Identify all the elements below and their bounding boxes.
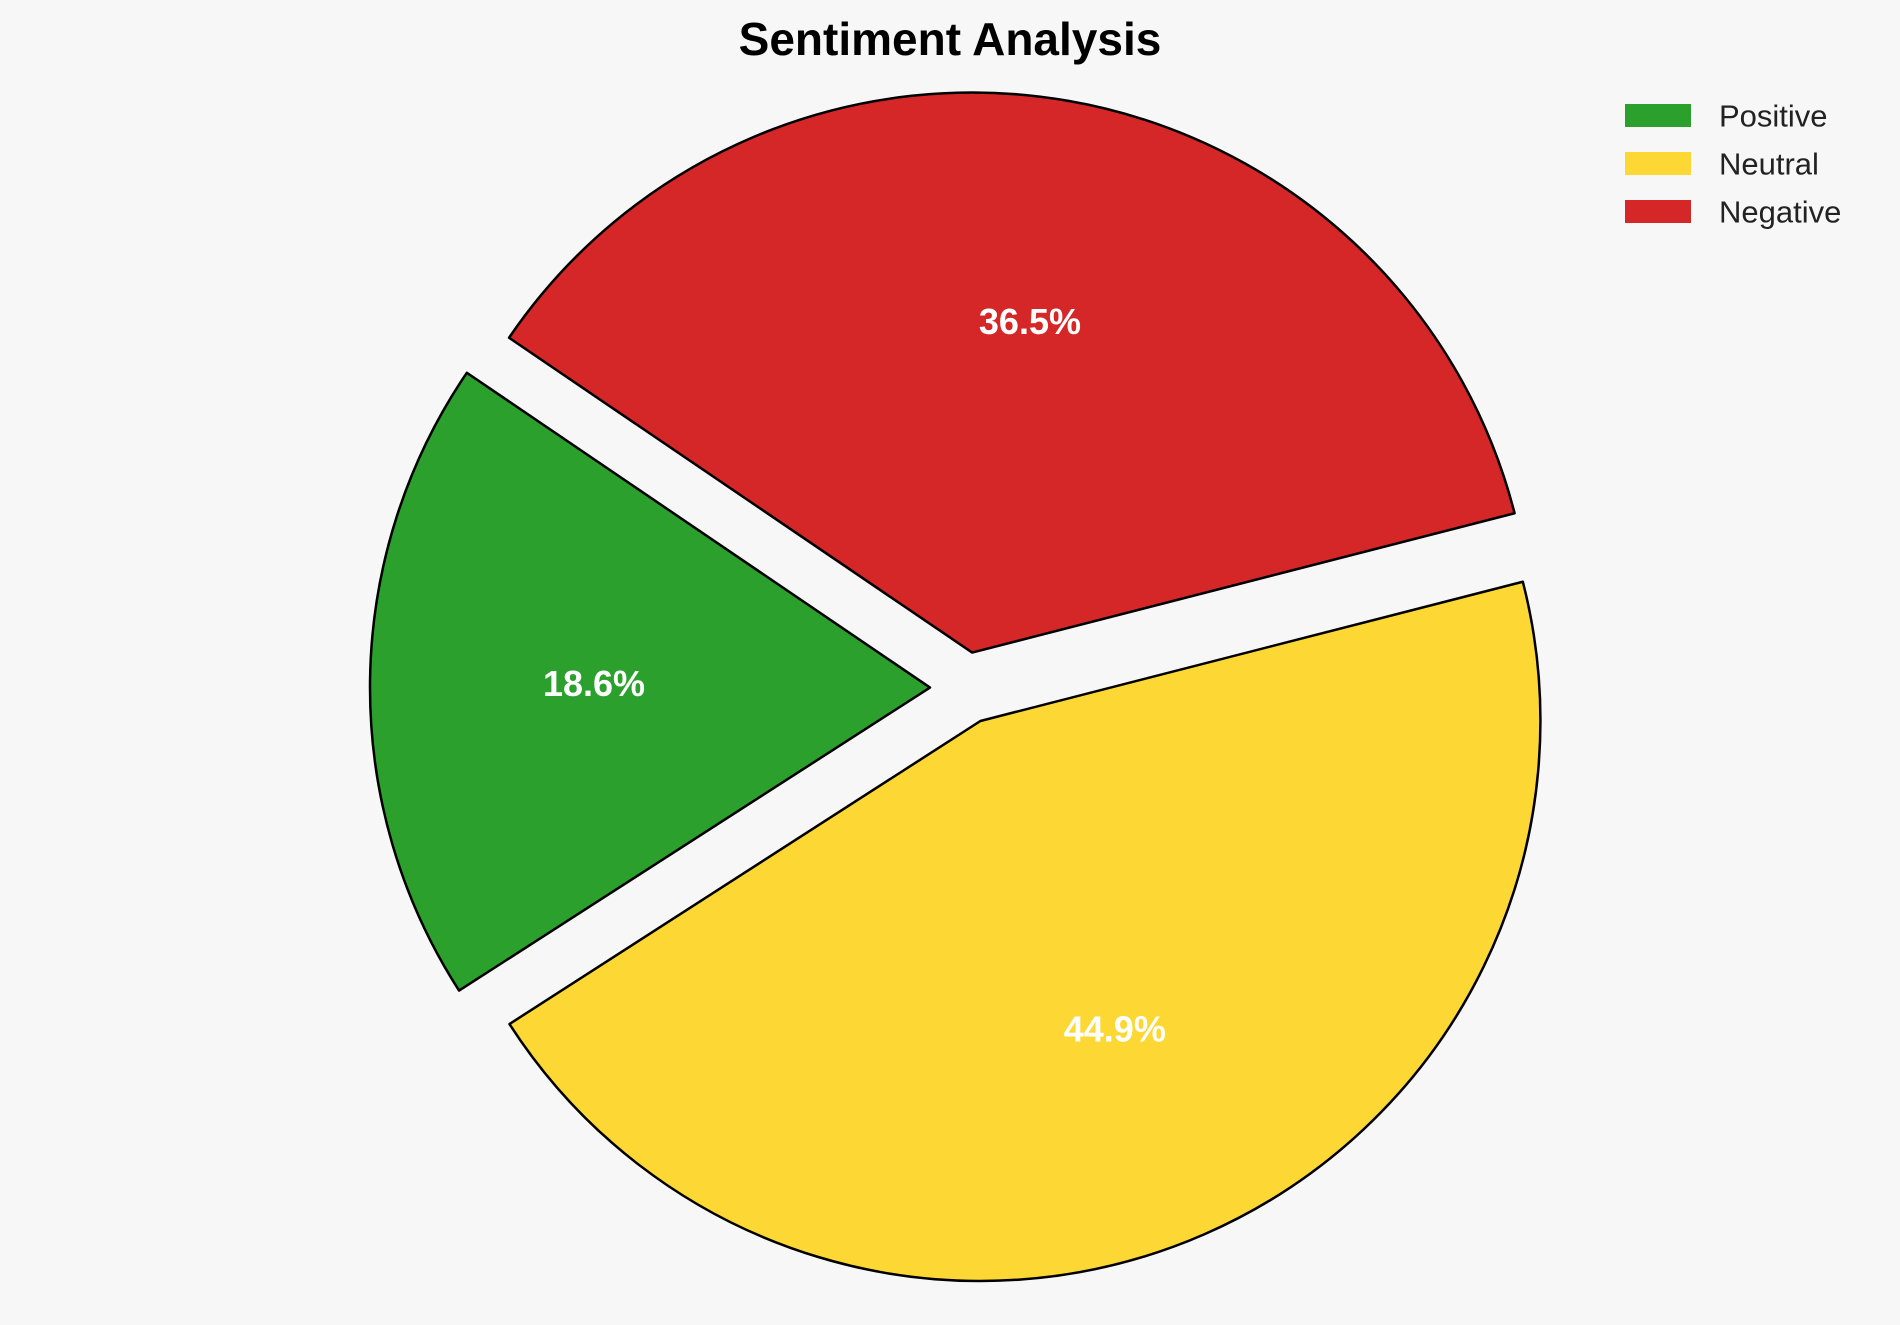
legend-label-positive: Positive [1719, 99, 1828, 134]
slice-label-neutral: 44.9% [1064, 1008, 1166, 1049]
legend-swatch-positive [1625, 104, 1691, 127]
pie-slice-negative [507, 91, 1516, 654]
pie-slice-neutral [508, 580, 1542, 1283]
chart-title: Sentiment Analysis [739, 13, 1162, 65]
slice-label-negative: 36.5% [979, 301, 1081, 342]
pie-slice-positive [368, 371, 932, 992]
pie-slice-labels: 18.6% 44.9% 36.5% [543, 301, 1166, 1049]
legend-swatch-neutral [1625, 152, 1691, 175]
slice-label-positive: 18.6% [543, 663, 645, 704]
legend-label-neutral: Neutral [1719, 147, 1819, 182]
legend: Positive Neutral Negative [1625, 99, 1841, 230]
pie-slices [368, 91, 1542, 1283]
legend-label-negative: Negative [1719, 195, 1841, 230]
legend-swatch-negative [1625, 200, 1691, 223]
